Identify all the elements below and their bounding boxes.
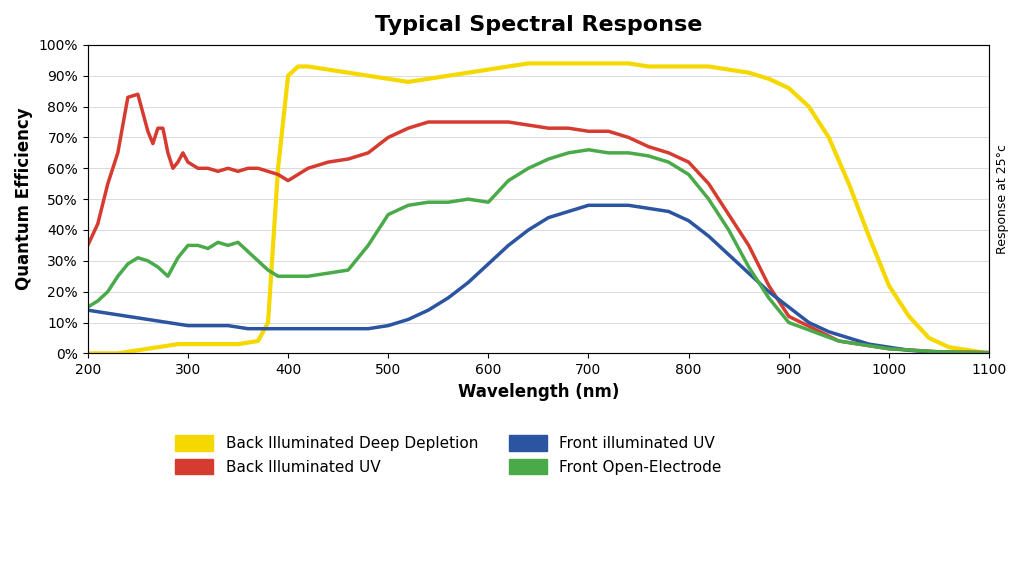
Legend: Back Illuminated Deep Depletion, Back Illuminated UV, Front illuminated UV, Fron: Back Illuminated Deep Depletion, Back Il… bbox=[169, 429, 727, 481]
Title: Typical Spectral Response: Typical Spectral Response bbox=[375, 15, 702, 35]
Y-axis label: Response at 25°c: Response at 25°c bbox=[996, 144, 1009, 254]
X-axis label: Wavelength (nm): Wavelength (nm) bbox=[458, 382, 620, 401]
Y-axis label: Quantum Efficiency: Quantum Efficiency bbox=[15, 108, 33, 291]
